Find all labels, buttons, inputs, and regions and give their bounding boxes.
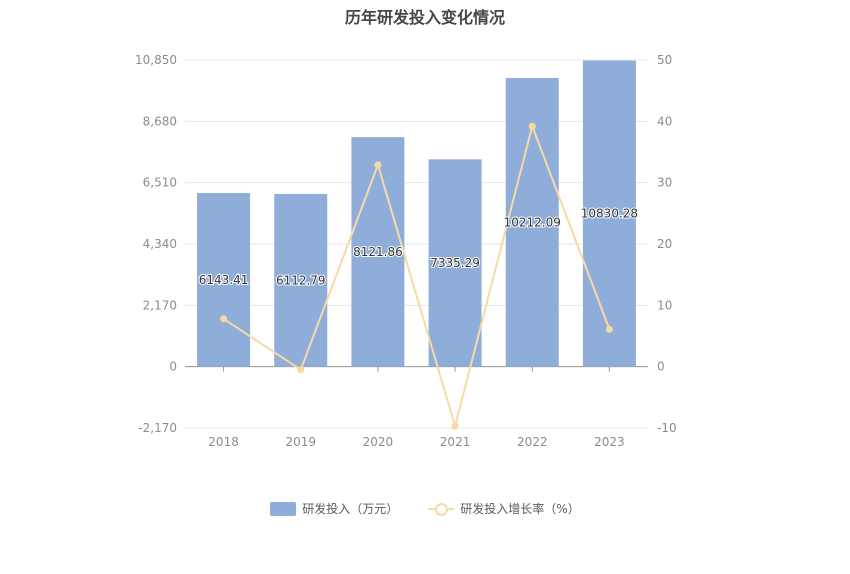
bar [197, 193, 251, 367]
x-tick-label: 2019 [285, 435, 316, 449]
bar [582, 60, 636, 367]
growth-point [451, 422, 459, 430]
legend-item-line[interactable]: 研发投入增长率（%） [428, 500, 580, 517]
legend-swatch-bar [270, 501, 297, 516]
y-left-tick-label: 4,340 [143, 237, 177, 251]
y-right-tick-label: 40 [657, 114, 672, 128]
x-tick-label: 2020 [363, 435, 394, 449]
y-right-tick-label: 0 [657, 360, 665, 374]
y-right-tick-label: 10 [657, 298, 672, 312]
bar-data-label: 6143.41 [199, 273, 249, 287]
x-tick-label: 2018 [208, 435, 239, 449]
chart-title: 历年研发投入变化情况 [344, 8, 505, 27]
legend-label-bar: 研发投入（万元） [302, 502, 399, 516]
x-tick-label: 2022 [517, 435, 548, 449]
y-left-tick-label: 10,850 [135, 53, 177, 67]
y-right-tick-label: -10 [657, 421, 677, 435]
growth-point [605, 325, 613, 333]
chart-legend: 研发投入（万元） 研发投入增长率（%） [0, 500, 850, 517]
growth-line [223, 122, 611, 430]
bar [351, 137, 405, 367]
y-left-tick-label: 6,510 [143, 176, 177, 190]
y-right-tick-label: 50 [657, 53, 672, 67]
bar-data-label: 10212.09 [504, 215, 561, 229]
bar [428, 159, 482, 367]
y-left-tick-label: 2,170 [143, 298, 177, 312]
growth-point [297, 366, 305, 374]
y-left-tick-label: 0 [169, 360, 177, 374]
y-left-tick-label: 8,680 [143, 114, 177, 128]
bar-data-label: 7335.29 [430, 256, 480, 270]
y-left-tick-label: -2,170 [138, 421, 177, 435]
chart-canvas: -2,17002,1704,3406,5108,68010,850-100102… [135, 53, 677, 449]
x-tick-label: 2023 [594, 435, 625, 449]
legend-item-bar[interactable]: 研发投入（万元） [270, 500, 398, 517]
x-tick-label: 2021 [440, 435, 471, 449]
bar-data-label: 8121.86 [353, 245, 403, 259]
bar-data-label: 10830.28 [581, 207, 638, 221]
growth-point [220, 315, 228, 323]
y-right-tick-label: 20 [657, 237, 672, 251]
growth-point [374, 161, 382, 169]
legend-swatch-line [428, 502, 455, 516]
bar [274, 193, 328, 367]
growth-point [528, 122, 536, 130]
bar-data-label: 6112.79 [276, 273, 326, 287]
legend-label-line: 研发投入增长率（%） [460, 502, 580, 516]
y-right-tick-label: 30 [657, 176, 672, 190]
